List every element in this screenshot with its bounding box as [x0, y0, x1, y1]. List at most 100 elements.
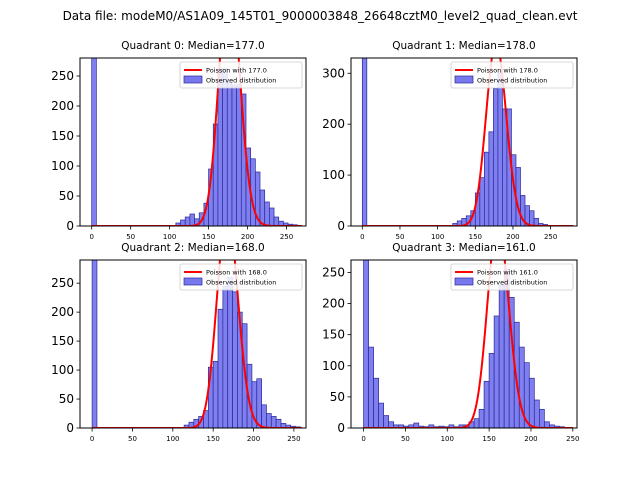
histogram-bar — [483, 380, 490, 428]
legend-observed-swatch — [454, 75, 474, 84]
x-tick-label: 50 — [396, 233, 405, 241]
x-tick-label: 200 — [241, 233, 254, 241]
histogram-bar — [256, 378, 262, 428]
subplot-grid: Quadrant 0: Median=177.0 0 50 100 150 200 250 0… — [51, 40, 579, 443]
subplot-quadrant-3: Quadrant 3: Median=161.0 0 50 100 150 200 250 0… — [322, 242, 579, 443]
y-tick-label: 200 — [51, 305, 74, 319]
histogram-bar — [493, 88, 499, 226]
histogram-bar — [529, 210, 535, 226]
histogram-bar — [217, 308, 224, 428]
legend-box — [179, 263, 303, 291]
y-tick-label: 0 — [66, 421, 74, 435]
histogram-bar — [368, 346, 374, 428]
histogram-bar — [231, 84, 237, 226]
histogram-bar — [361, 58, 368, 226]
histogram-bar — [189, 213, 195, 226]
histogram-bar — [222, 285, 229, 428]
figure-suptitle: Data file: modeM0/AS1A09_145T01_90000038… — [63, 9, 578, 23]
y-tick-label: 50 — [59, 189, 74, 203]
x-tick-label: 250 — [566, 435, 579, 443]
plot-frame-2 — [79, 259, 307, 429]
x-tick-label: 200 — [524, 435, 537, 443]
y-tick-label: 250 — [51, 276, 74, 290]
legend-observed-swatch — [183, 75, 203, 84]
histogram-bar — [528, 377, 535, 428]
legend-poisson-label: Poisson with 168.0 — [206, 269, 267, 277]
x-tick-label: 0 — [361, 435, 365, 443]
histogram-bar — [232, 291, 238, 428]
y-tick-label: 100 — [322, 168, 345, 182]
x-tick-label: 250 — [280, 233, 293, 241]
histogram-bar — [383, 415, 390, 428]
histogram-bar — [269, 207, 275, 226]
histogram-bars-2 — [91, 260, 301, 428]
y-tick-label: 0 — [337, 219, 345, 233]
histogram-bar — [478, 408, 485, 428]
histogram-bar — [222, 68, 228, 226]
histogram-bar — [227, 277, 233, 428]
x-tick-label: 200 — [247, 435, 260, 443]
histogram-bar — [184, 216, 191, 226]
legend-observed-swatch — [454, 277, 474, 286]
poisson-curve — [91, 58, 303, 226]
plot-frame-1 — [350, 57, 578, 227]
legend-poisson-label: Poisson with 178.0 — [477, 67, 538, 75]
y-tick-label: 250 — [51, 69, 74, 83]
histogram-bar — [473, 418, 480, 428]
y-tick-label: 150 — [322, 328, 345, 342]
histogram-bar — [533, 399, 540, 428]
legend-box — [179, 61, 303, 89]
histogram-bar — [91, 58, 97, 226]
x-tick-label: 100 — [431, 233, 444, 241]
legend-poisson-label: Poisson with 177.0 — [206, 67, 267, 75]
histogram-bar — [488, 352, 495, 428]
y-tick-label: 100 — [51, 363, 74, 377]
subplot-quadrant-0: Quadrant 0: Median=177.0 0 50 100 150 200 250 0… — [51, 40, 307, 241]
y-tick-label: 250 — [322, 265, 345, 279]
histogram-bar — [261, 404, 267, 428]
histogram-bar — [212, 361, 219, 428]
legend-0: Poisson with 177.0 Observed distribution — [179, 61, 303, 89]
quadrant-3-title: Quadrant 3: Median=161.0 — [392, 242, 535, 254]
histogram-bar — [483, 151, 490, 226]
y-tick-label: 300 — [322, 66, 345, 80]
y-tick-label: 0 — [66, 219, 74, 233]
y-tick-label: 100 — [322, 359, 345, 373]
subplot-quadrant-1: Quadrant 1: Median=178.0 0 50 100 150 200 250 0… — [322, 40, 578, 241]
histogram-bar — [378, 402, 384, 428]
histogram-bar — [275, 418, 282, 428]
legend-observed-swatch — [183, 277, 203, 286]
y-tick-label: 150 — [51, 334, 74, 348]
legend-observed-label: Observed distribution — [477, 77, 547, 85]
y-tick-label: 200 — [51, 99, 74, 113]
histogram-bar — [259, 189, 266, 226]
legend-box — [450, 61, 574, 89]
x-tick-label: 250 — [287, 435, 300, 443]
y-tick-label: 200 — [322, 297, 345, 311]
histogram-bar — [363, 260, 369, 428]
legend-2: Poisson with 168.0 Observed distribution — [179, 263, 303, 291]
histogram-bar — [226, 81, 233, 226]
y-tick-label: 150 — [51, 129, 74, 143]
subplot-quadrant-2: Quadrant 2: Median=168.0 0 50 100 150 200 250 0… — [51, 242, 307, 443]
x-tick-label: 0 — [90, 435, 94, 443]
plot-frame-0 — [79, 57, 307, 227]
x-tick-label: 150 — [482, 435, 495, 443]
histogram-bar — [373, 377, 379, 428]
x-tick-label: 50 — [126, 233, 135, 241]
x-tick-label: 150 — [469, 233, 482, 241]
histogram-bar — [270, 416, 277, 428]
quadrant-0-title: Quadrant 0: Median=177.0 — [121, 40, 264, 52]
histogram-bar — [236, 84, 242, 226]
y-tick-label: 100 — [51, 159, 74, 173]
plot-frame-3 — [350, 259, 578, 429]
histogram-bar — [488, 131, 494, 226]
quadrant-2-title: Quadrant 2: Median=168.0 — [121, 242, 264, 254]
histogram-bar — [264, 201, 270, 226]
legend-observed-label: Observed distribution — [206, 279, 276, 287]
x-tick-label: 100 — [166, 435, 179, 443]
y-tick-label: 200 — [322, 117, 345, 131]
histogram-bar — [479, 177, 485, 226]
x-tick-label: 150 — [202, 233, 215, 241]
